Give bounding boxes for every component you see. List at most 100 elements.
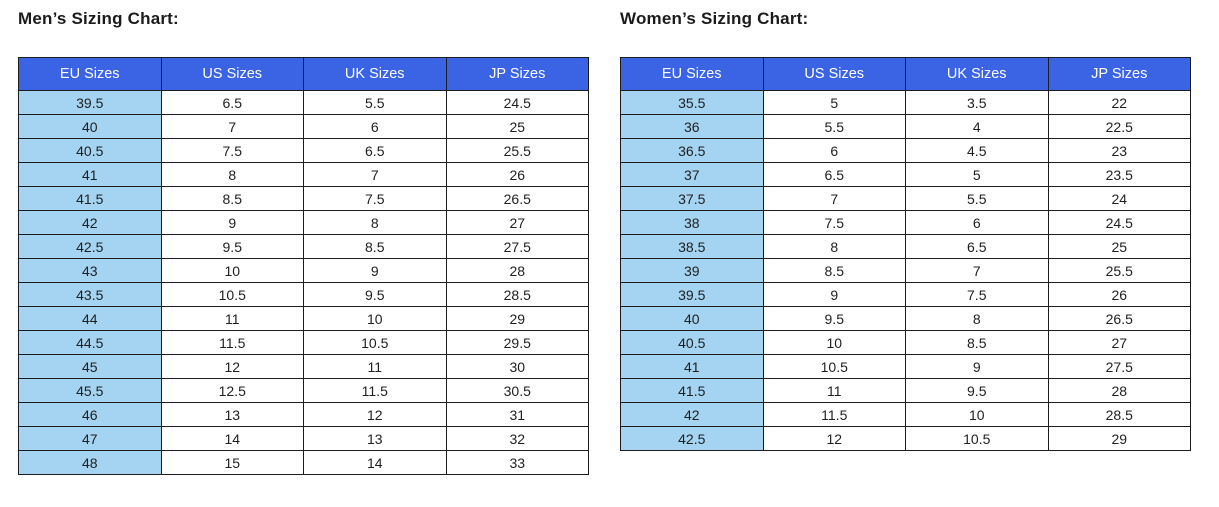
eu-size-cell: 39.5 xyxy=(620,282,764,307)
eu-size-cell: 38 xyxy=(620,210,764,235)
size-cell: 8.5 xyxy=(160,186,304,211)
size-cell: 7 xyxy=(905,258,1049,283)
eu-size-cell: 36 xyxy=(620,114,764,139)
table-row: 48 15 14 33 xyxy=(18,450,589,475)
size-cell: 29.5 xyxy=(445,330,589,355)
table-row: 43 10 9 28 xyxy=(18,258,589,283)
size-cell: 14 xyxy=(303,450,447,475)
table-body: 35.5 5 3.5 22 36 5.5 4 22.5 36.5 6 4.5 23 37 6.5 5 23.5… xyxy=(620,90,1191,451)
size-cell: 9 xyxy=(762,282,906,307)
size-cell: 9 xyxy=(160,210,304,235)
size-cell: 22 xyxy=(1047,90,1191,115)
table-header-cell: JP Sizes xyxy=(445,57,589,91)
table-row: 45 12 11 30 xyxy=(18,354,589,379)
table-header: EU Sizes US Sizes UK Sizes JP Sizes xyxy=(18,57,589,91)
size-cell: 12 xyxy=(160,354,304,379)
size-cell: 9.5 xyxy=(905,378,1049,403)
eu-size-cell: 42.5 xyxy=(18,234,162,259)
size-cell: 6 xyxy=(905,210,1049,235)
size-cell: 6 xyxy=(762,138,906,163)
size-cell: 8.5 xyxy=(905,330,1049,355)
size-cell: 26.5 xyxy=(445,186,589,211)
mens-chart-title: Men’s Sizing Chart: xyxy=(18,9,179,28)
size-cell: 11 xyxy=(160,306,304,331)
table-row: 43.5 10.5 9.5 28.5 xyxy=(18,282,589,307)
eu-size-cell: 40 xyxy=(620,306,764,331)
table-header-row: EU Sizes US Sizes UK Sizes JP Sizes xyxy=(620,57,1191,91)
size-cell: 9.5 xyxy=(762,306,906,331)
size-cell: 29 xyxy=(445,306,589,331)
table-row: 44 11 10 29 xyxy=(18,306,589,331)
size-cell: 7 xyxy=(160,114,304,139)
size-cell: 5 xyxy=(905,162,1049,187)
size-cell: 24.5 xyxy=(445,90,589,115)
table-row: 40 7 6 25 xyxy=(18,114,589,139)
size-cell: 6.5 xyxy=(905,234,1049,259)
eu-size-cell: 48 xyxy=(18,450,162,475)
size-cell: 8.5 xyxy=(762,258,906,283)
table-row: 38 7.5 6 24.5 xyxy=(620,210,1191,235)
size-cell: 11.5 xyxy=(303,378,447,403)
size-cell: 28.5 xyxy=(445,282,589,307)
size-cell: 12 xyxy=(762,426,906,451)
size-cell: 12 xyxy=(303,402,447,427)
eu-size-cell: 40 xyxy=(18,114,162,139)
eu-size-cell: 45 xyxy=(18,354,162,379)
table-row: 42.5 9.5 8.5 27.5 xyxy=(18,234,589,259)
size-cell: 6.5 xyxy=(303,138,447,163)
size-cell: 12.5 xyxy=(160,378,304,403)
size-cell: 10 xyxy=(303,306,447,331)
size-cell: 5 xyxy=(762,90,906,115)
table-header-cell: US Sizes xyxy=(762,57,906,91)
womens-chart-title: Women’s Sizing Chart: xyxy=(620,9,809,28)
size-cell: 10.5 xyxy=(160,282,304,307)
table-row: 42.5 12 10.5 29 xyxy=(620,426,1191,451)
eu-size-cell: 37 xyxy=(620,162,764,187)
page: Men’s Sizing Chart: EU Sizes US Sizes UK S… xyxy=(18,9,1191,475)
eu-size-cell: 37.5 xyxy=(620,186,764,211)
eu-size-cell: 40.5 xyxy=(18,138,162,163)
table-row: 46 13 12 31 xyxy=(18,402,589,427)
size-cell: 10 xyxy=(905,402,1049,427)
table-row: 41.5 8.5 7.5 26.5 xyxy=(18,186,589,211)
table-row: 41 10.5 9 27.5 xyxy=(620,354,1191,379)
size-cell: 33 xyxy=(445,450,589,475)
size-cell: 8 xyxy=(762,234,906,259)
size-cell: 31 xyxy=(445,402,589,427)
size-cell: 4 xyxy=(905,114,1049,139)
table-row: 40 9.5 8 26.5 xyxy=(620,306,1191,331)
size-cell: 25.5 xyxy=(445,138,589,163)
size-cell: 27 xyxy=(445,210,589,235)
table-row: 45.5 12.5 11.5 30.5 xyxy=(18,378,589,403)
size-cell: 3.5 xyxy=(905,90,1049,115)
table-header-cell: JP Sizes xyxy=(1047,57,1191,91)
size-cell: 7.5 xyxy=(762,210,906,235)
size-cell: 5.5 xyxy=(762,114,906,139)
size-cell: 11 xyxy=(762,378,906,403)
size-cell: 11 xyxy=(303,354,447,379)
size-cell: 10.5 xyxy=(303,330,447,355)
size-cell: 10 xyxy=(762,330,906,355)
table-header-cell: UK Sizes xyxy=(303,57,447,91)
size-cell: 26.5 xyxy=(1047,306,1191,331)
eu-size-cell: 42 xyxy=(18,210,162,235)
size-cell: 27.5 xyxy=(1047,354,1191,379)
eu-size-cell: 38.5 xyxy=(620,234,764,259)
table-row: 36.5 6 4.5 23 xyxy=(620,138,1191,163)
table-header-row: EU Sizes US Sizes UK Sizes JP Sizes xyxy=(18,57,589,91)
table-row: 38.5 8 6.5 25 xyxy=(620,234,1191,259)
size-cell: 25 xyxy=(445,114,589,139)
eu-size-cell: 42.5 xyxy=(620,426,764,451)
table-row: 40.5 7.5 6.5 25.5 xyxy=(18,138,589,163)
eu-size-cell: 41 xyxy=(18,162,162,187)
eu-size-cell: 41.5 xyxy=(620,378,764,403)
size-cell: 8 xyxy=(160,162,304,187)
size-cell: 22.5 xyxy=(1047,114,1191,139)
table-row: 42 9 8 27 xyxy=(18,210,589,235)
size-cell: 14 xyxy=(160,426,304,451)
size-cell: 15 xyxy=(160,450,304,475)
mens-sizing-table: EU Sizes US Sizes UK Sizes JP Sizes 39.5 6.5… xyxy=(18,57,589,475)
size-cell: 10 xyxy=(160,258,304,283)
size-cell: 32 xyxy=(445,426,589,451)
size-cell: 10.5 xyxy=(762,354,906,379)
